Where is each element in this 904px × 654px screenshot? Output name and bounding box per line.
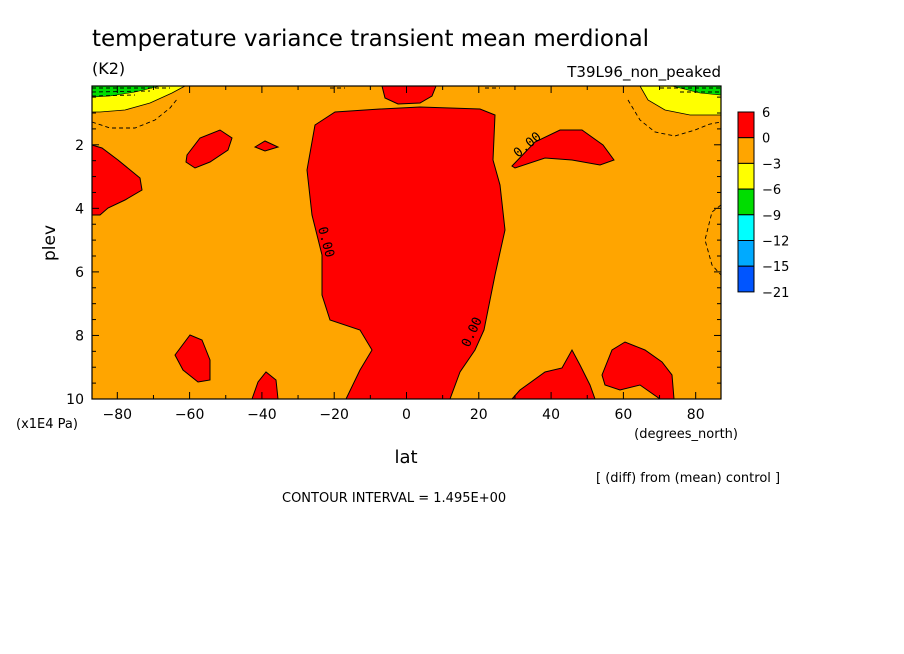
color-legend: 6 0 −3 −6 −9 −12 −15 −21 [737, 106, 789, 301]
y-tick-label: 8 [75, 328, 84, 344]
dashed-contours [91, 87, 722, 276]
positive-region-lower-far-right [601, 341, 675, 400]
y-axis-units: (x1E4 Pa) [16, 417, 78, 432]
y-axis: 2 4 6 8 10 [66, 96, 721, 408]
legend-level-label: 6 [762, 106, 770, 121]
positive-region-central-column [306, 106, 506, 400]
legend-swatch [737, 137, 755, 164]
positive-region-small-left [185, 129, 233, 169]
legend-level-label: −15 [762, 260, 789, 275]
legend-swatch [737, 111, 755, 139]
contour-interval: CONTOUR INTERVAL = 1.495E+00 [282, 491, 506, 506]
legend-swatch [737, 240, 755, 267]
x-tick-label: 60 [614, 407, 632, 423]
footnote-diff: [ (diff) from (mean) control ] [596, 471, 780, 486]
legend-level-label: −3 [762, 157, 781, 172]
positive-region-lower-right [510, 348, 596, 400]
x-tick-label: 40 [542, 407, 560, 423]
x-axis-label: lat [394, 447, 417, 468]
legend-swatch [737, 188, 755, 216]
x-tick-label: 0 [402, 407, 411, 423]
y-tick-label: 10 [66, 392, 84, 408]
x-tick-label: −60 [175, 407, 205, 423]
y-tick-label: 4 [75, 201, 84, 217]
y-axis-label: plev [40, 225, 60, 261]
plot-area: 0.00 0.00 0.00 [91, 85, 722, 400]
chart-title: temperature variance transient mean merd… [92, 26, 649, 52]
x-axis-units: (degrees_north) [634, 427, 738, 442]
legend-swatch [737, 265, 755, 293]
x-tick-label: −40 [247, 407, 277, 423]
legend-level-label: −12 [762, 235, 789, 250]
x-axis: −80 −60 −40 −20 0 20 40 60 80 [103, 86, 705, 423]
units-label: (K2) [92, 59, 125, 78]
x-tick-label: 80 [687, 407, 705, 423]
x-tick-label: −20 [319, 407, 349, 423]
x-tick-label: −80 [103, 407, 133, 423]
y-tick-label: 6 [75, 265, 84, 281]
y-tick-label: 2 [75, 138, 84, 154]
positive-region-tiny-left [253, 140, 280, 152]
run-label: T39L96_non_peaked [566, 63, 721, 82]
legend-level-label: −9 [762, 209, 781, 224]
legend-level-label: −21 [762, 286, 789, 301]
x-tick-label: 20 [470, 407, 488, 423]
legend-swatch [737, 162, 755, 190]
positive-region-left-edge [91, 144, 143, 216]
legend-swatch [737, 214, 755, 242]
legend-level-label: 0 [762, 132, 770, 147]
positive-region-arm [511, 129, 615, 169]
legend-level-label: −6 [762, 183, 781, 198]
positive-region-lower-left [174, 334, 211, 383]
